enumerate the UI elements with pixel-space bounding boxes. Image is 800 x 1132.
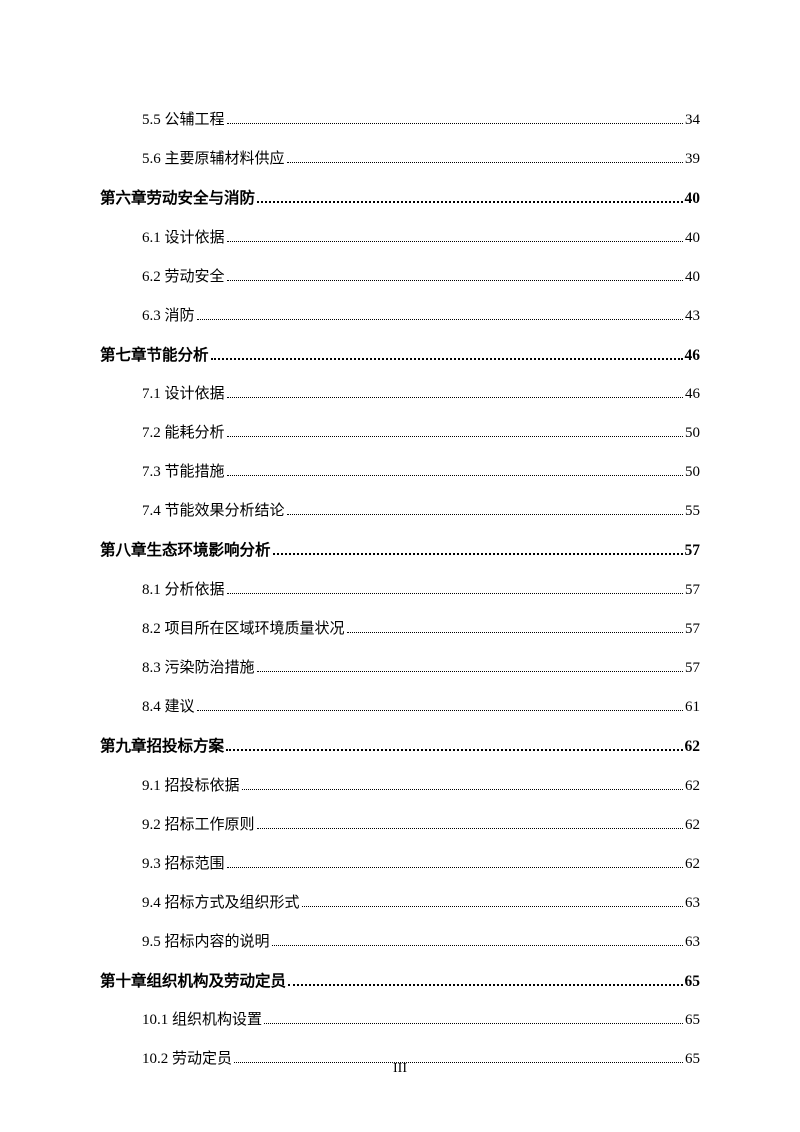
toc-leader-dots bbox=[257, 201, 682, 203]
toc-entry-page: 34 bbox=[685, 110, 700, 131]
toc-entry: 7.3 节能措施 50 bbox=[142, 462, 700, 483]
toc-leader-dots bbox=[287, 514, 683, 515]
toc-entry: 7.2 能耗分析 50 bbox=[142, 423, 700, 444]
toc-entry: 第八章生态环境影响分析 57 bbox=[100, 540, 700, 562]
toc-entry: 8.4 建议 61 bbox=[142, 697, 700, 718]
toc-entry: 6.3 消防 43 bbox=[142, 306, 700, 327]
toc-entry-page: 57 bbox=[685, 540, 701, 562]
toc-entry: 第六章劳动安全与消防 40 bbox=[100, 188, 700, 210]
toc-entry: 8.1 分析依据 57 bbox=[142, 580, 700, 601]
toc-entry-label: 第七章节能分析 bbox=[100, 345, 209, 367]
toc-entry-page: 57 bbox=[685, 619, 700, 640]
toc-entry-page: 46 bbox=[685, 384, 700, 405]
toc-leader-dots bbox=[211, 358, 683, 360]
toc-entry-page: 61 bbox=[685, 697, 700, 718]
toc-leader-dots bbox=[227, 593, 683, 594]
toc-entry-label: 第十章组织机构及劳动定员 bbox=[100, 971, 286, 993]
toc-entry-label: 9.5 招标内容的说明 bbox=[142, 932, 270, 953]
toc-leader-dots bbox=[227, 867, 683, 868]
toc-entry-label: 7.3 节能措施 bbox=[142, 462, 225, 483]
toc-entry-label: 9.1 招投标依据 bbox=[142, 776, 240, 797]
toc-entry-label: 7.2 能耗分析 bbox=[142, 423, 225, 444]
toc-entry-page: 40 bbox=[685, 267, 700, 288]
toc-entry-page: 62 bbox=[685, 815, 700, 836]
toc-leader-dots bbox=[227, 397, 683, 398]
toc-entry-label: 第八章生态环境影响分析 bbox=[100, 540, 271, 562]
toc-entry-page: 50 bbox=[685, 462, 700, 483]
toc-leader-dots bbox=[257, 671, 683, 672]
toc-entry: 6.1 设计依据 40 bbox=[142, 228, 700, 249]
toc-entry: 9.5 招标内容的说明 63 bbox=[142, 932, 700, 953]
toc-entry: 9.2 招标工作原则 62 bbox=[142, 815, 700, 836]
toc-entry-page: 65 bbox=[685, 1010, 700, 1031]
toc-leader-dots bbox=[302, 906, 683, 907]
toc-entry-label: 6.1 设计依据 bbox=[142, 228, 225, 249]
toc-entry-label: 8.4 建议 bbox=[142, 697, 195, 718]
toc-entry-label: 9.2 招标工作原则 bbox=[142, 815, 255, 836]
toc-leader-dots bbox=[227, 436, 683, 437]
toc-leader-dots bbox=[227, 475, 683, 476]
toc-entry: 7.4 节能效果分析结论 55 bbox=[142, 501, 700, 522]
toc-entry: 9.1 招投标依据 62 bbox=[142, 776, 700, 797]
toc-entry: 8.3 污染防治措施 57 bbox=[142, 658, 700, 679]
toc-entry: 5.6 主要原辅材料供应 39 bbox=[142, 149, 700, 170]
toc-entry: 7.1 设计依据 46 bbox=[142, 384, 700, 405]
toc-leader-dots bbox=[242, 789, 683, 790]
toc-entry-label: 6.3 消防 bbox=[142, 306, 195, 327]
toc-entry-page: 40 bbox=[685, 228, 700, 249]
toc-leader-dots bbox=[197, 710, 683, 711]
toc-entry-page: 62 bbox=[685, 776, 700, 797]
toc-leader-dots bbox=[227, 123, 683, 124]
toc-entry: 9.4 招标方式及组织形式 63 bbox=[142, 893, 700, 914]
toc-entry-label: 9.4 招标方式及组织形式 bbox=[142, 893, 300, 914]
toc-entry-page: 57 bbox=[685, 658, 700, 679]
toc-entry-page: 63 bbox=[685, 932, 700, 953]
toc-entry: 6.2 劳动安全 40 bbox=[142, 267, 700, 288]
toc-leader-dots bbox=[227, 241, 683, 242]
toc-entry-page: 55 bbox=[685, 501, 700, 522]
table-of-contents: 5.5 公辅工程 345.6 主要原辅材料供应 39第六章劳动安全与消防 406… bbox=[100, 110, 700, 1070]
toc-entry-page: 46 bbox=[685, 345, 701, 367]
toc-entry-page: 62 bbox=[685, 854, 700, 875]
toc-entry: 第九章招投标方案 62 bbox=[100, 736, 700, 758]
toc-leader-dots bbox=[288, 984, 682, 986]
toc-entry-page: 43 bbox=[685, 306, 700, 327]
toc-entry: 第七章节能分析 46 bbox=[100, 345, 700, 367]
toc-entry-label: 8.1 分析依据 bbox=[142, 580, 225, 601]
toc-leader-dots bbox=[273, 553, 683, 555]
toc-entry-label: 8.2 项目所在区域环境质量状况 bbox=[142, 619, 345, 640]
toc-entry-page: 62 bbox=[685, 736, 701, 758]
toc-entry: 9.3 招标范围 62 bbox=[142, 854, 700, 875]
toc-entry-label: 5.6 主要原辅材料供应 bbox=[142, 149, 285, 170]
toc-entry-label: 6.2 劳动安全 bbox=[142, 267, 225, 288]
toc-entry-label: 第六章劳动安全与消防 bbox=[100, 188, 255, 210]
toc-entry: 第十章组织机构及劳动定员 65 bbox=[100, 971, 700, 993]
toc-entry-label: 5.5 公辅工程 bbox=[142, 110, 225, 131]
toc-entry-page: 40 bbox=[685, 188, 701, 210]
toc-entry-label: 7.1 设计依据 bbox=[142, 384, 225, 405]
toc-entry-label: 10.1 组织机构设置 bbox=[142, 1010, 262, 1031]
toc-leader-dots bbox=[272, 945, 683, 946]
toc-entry-page: 65 bbox=[685, 971, 701, 993]
toc-entry-page: 39 bbox=[685, 149, 700, 170]
page-footer: III bbox=[0, 1061, 800, 1077]
toc-entry: 8.2 项目所在区域环境质量状况 57 bbox=[142, 619, 700, 640]
toc-entry-page: 50 bbox=[685, 423, 700, 444]
toc-leader-dots bbox=[347, 632, 683, 633]
toc-entry-page: 57 bbox=[685, 580, 700, 601]
toc-leader-dots bbox=[197, 319, 683, 320]
toc-leader-dots bbox=[227, 280, 683, 281]
toc-entry: 10.1 组织机构设置 65 bbox=[142, 1010, 700, 1031]
toc-entry-page: 63 bbox=[685, 893, 700, 914]
toc-entry: 5.5 公辅工程 34 bbox=[142, 110, 700, 131]
toc-leader-dots bbox=[257, 828, 683, 829]
toc-leader-dots bbox=[264, 1023, 683, 1024]
toc-entry-label: 8.3 污染防治措施 bbox=[142, 658, 255, 679]
toc-leader-dots bbox=[287, 162, 683, 163]
toc-entry-label: 第九章招投标方案 bbox=[100, 736, 224, 758]
toc-leader-dots bbox=[226, 749, 682, 751]
toc-entry-label: 9.3 招标范围 bbox=[142, 854, 225, 875]
toc-entry-label: 7.4 节能效果分析结论 bbox=[142, 501, 285, 522]
